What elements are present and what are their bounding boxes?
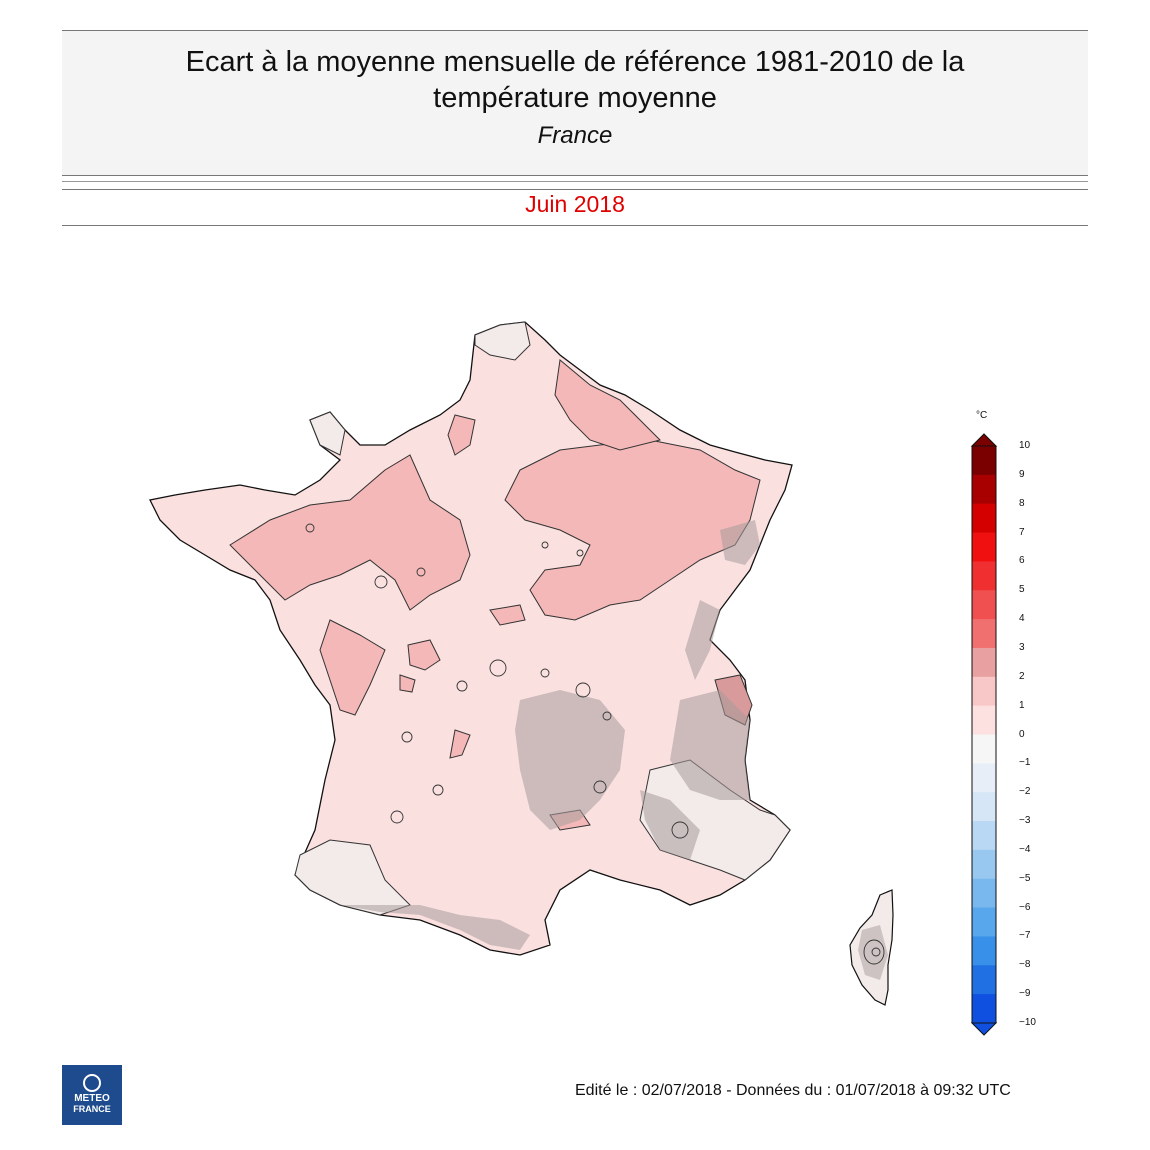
colorbar-cell (972, 907, 996, 937)
corsica-contours (863, 939, 885, 965)
colorbar-cell (972, 821, 996, 851)
colorbar-tick-label: −8 (1019, 959, 1031, 971)
corsica-relief (858, 925, 888, 980)
colorbar-frame (971, 445, 997, 1024)
colorbar-cell (972, 561, 996, 591)
colorbar-cell (972, 446, 996, 476)
header-panel (62, 30, 1088, 176)
colorbar-tick-label: 9 (1019, 468, 1025, 480)
colorbar-tick-label: −2 (1019, 786, 1031, 798)
colorbar-tick-label: 2 (1019, 670, 1025, 682)
colorbar-unit: °C (976, 410, 988, 421)
colorbar-tick-label: 0 (1019, 728, 1025, 740)
colorbar-cell (972, 503, 996, 534)
colorbar-cell (972, 792, 996, 822)
colorbar-tick-label: 10 (1019, 440, 1031, 451)
meteo-france-symbol-icon (83, 1074, 101, 1092)
colorbar-tick-label: 3 (1019, 641, 1025, 653)
colorbar-tick-label: 5 (1019, 584, 1025, 596)
colorbar-tick-label: −4 (1019, 843, 1031, 855)
colorbar-cell (972, 532, 996, 562)
colorbar-cell (972, 647, 996, 678)
colorbar-tick-label: 4 (1019, 613, 1025, 625)
colorbar-bottom-arrow (970, 1022, 998, 1036)
colorbar-cell (972, 676, 996, 707)
colorbar-tick-label: −10 (1019, 1017, 1036, 1028)
colorbar-tick-label: −5 (1019, 872, 1031, 884)
colorbar-cell (972, 849, 996, 880)
relief-shading (340, 520, 760, 950)
period-panel (62, 189, 1088, 226)
colorbar-tick-label: 8 (1019, 497, 1025, 509)
meteo-france-logo: METEO FRANCE (62, 1065, 122, 1125)
colorbar-cell (972, 763, 996, 793)
colorbar-cell (972, 705, 996, 735)
title-line-1: Ecart à la moyenne mensuelle de référenc… (185, 46, 965, 78)
colorbar-cell (972, 590, 996, 620)
colorbar-top-arrow (970, 433, 998, 447)
colorbar-cell (972, 936, 996, 966)
contour-islands (305, 523, 689, 839)
title-line-2: température moyenne (433, 82, 717, 114)
edition-footer: Edité le : 02/07/2018 - Données du : 01/… (575, 1082, 1011, 1099)
colorbar-tick-label: −3 (1019, 815, 1031, 827)
map-subtitle: France (537, 122, 613, 149)
logo-line-1: METEO (74, 1093, 110, 1104)
colorbar-tick-label: 1 (1019, 699, 1025, 711)
colorbar-tick-label: −9 (1019, 988, 1031, 1000)
colorbar-cell (972, 994, 996, 1024)
colorbar-tick-label: 7 (1019, 526, 1025, 538)
colorbar-tick-label: 6 (1019, 555, 1025, 567)
colorbar-tick-label: −6 (1019, 901, 1031, 913)
colorbar-cell (972, 474, 996, 505)
separator (62, 181, 1088, 182)
logo-line-2: FRANCE (73, 1104, 111, 1114)
colorbar-tick-label: −1 (1019, 757, 1031, 769)
colorbar (970, 433, 998, 1036)
colorbar-cell (972, 619, 996, 649)
colorbar-tick-label: −7 (1019, 930, 1031, 942)
colorbar-cell (972, 965, 996, 995)
colorbar-cell (972, 878, 996, 909)
map-title: Ecart à la moyenne mensuelle de référenc… (62, 44, 1088, 116)
warm-anomaly-zones (229, 359, 761, 831)
period-label: Juin 2018 (525, 191, 625, 217)
colorbar-cell (972, 734, 996, 764)
